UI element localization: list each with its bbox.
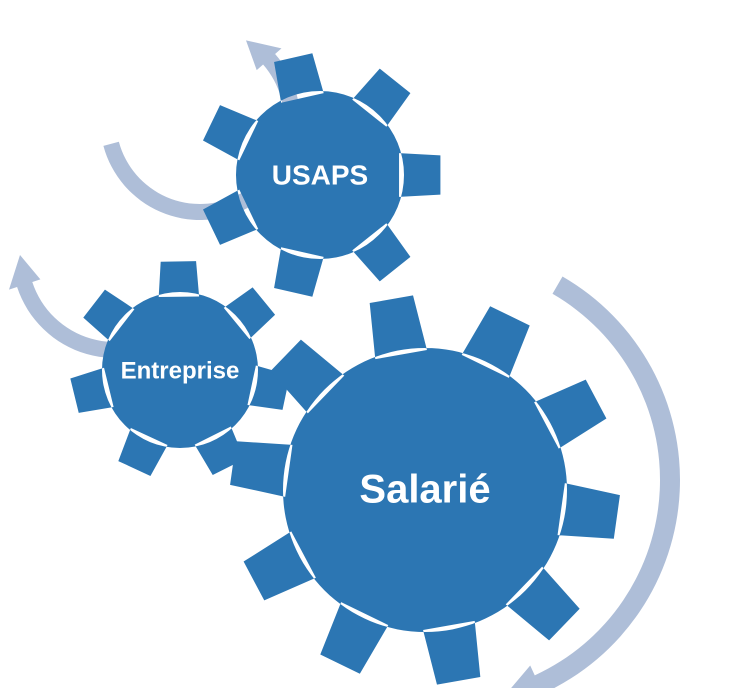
gear-usaps: USAPS [203,53,440,297]
gear-entreprise-label: Entreprise [121,357,240,384]
diagram-svg: USAPS Entreprise Salarié [0,0,750,688]
gears-group: USAPS Entreprise Salarié [70,53,620,684]
gear-usaps-label: USAPS [272,159,368,190]
gear-salarie-label: Salarié [359,468,490,512]
gear-salarie: Salarié [230,295,620,684]
gear-diagram: USAPS Entreprise Salarié [0,0,750,688]
